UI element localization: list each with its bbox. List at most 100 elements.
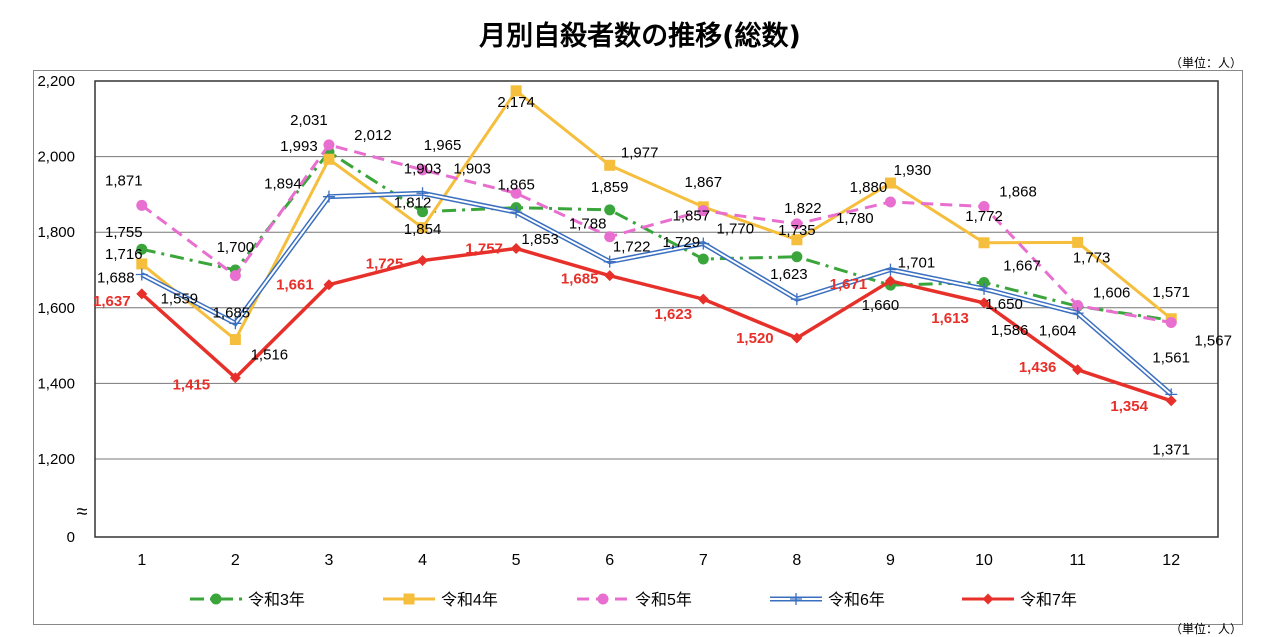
y-tick-label: 1,800: [37, 224, 75, 241]
data-label: 1,671: [830, 276, 868, 293]
data-label: 1,354: [1110, 398, 1148, 415]
data-label: 1,700: [217, 239, 255, 256]
data-point: [603, 255, 616, 268]
data-point: [791, 234, 803, 246]
data-label: 1,722: [613, 239, 651, 256]
y-tick-label: 2,000: [37, 149, 75, 166]
data-label: 1,780: [836, 210, 874, 227]
data-label: 1,701: [898, 255, 936, 272]
unit-label-bottom: （単位：人）: [1169, 622, 1242, 636]
chart-title: 月別自殺者数の推移(総数): [479, 21, 801, 52]
data-point: [210, 593, 222, 605]
legend-label: 令和4年: [441, 591, 498, 609]
data-point: [791, 332, 803, 344]
data-point: [1072, 236, 1084, 248]
series-line: [140, 88, 1173, 342]
data-point: [884, 275, 896, 287]
data-point: [229, 317, 242, 330]
data-label: 1,661: [276, 277, 314, 294]
data-label: 1,650: [985, 296, 1023, 313]
data-point: [136, 199, 148, 211]
data-label: 1,853: [521, 231, 559, 248]
data-point: [510, 85, 522, 97]
data-label: 1,685: [561, 271, 599, 288]
data-label: 1,867: [685, 174, 723, 191]
x-tick-label: 10: [975, 552, 993, 569]
data-label: 1,773: [1073, 249, 1111, 266]
chart-frame: [33, 70, 1243, 625]
data-point: [323, 153, 335, 165]
data-label: 1,859: [591, 179, 629, 196]
series-line: [140, 143, 1172, 325]
data-point: [136, 258, 148, 270]
data-point: [322, 190, 335, 203]
data-point: [790, 293, 803, 306]
data-label: 1,865: [497, 177, 535, 194]
x-tick-label: 4: [418, 552, 427, 569]
data-label: 1,415: [173, 377, 211, 394]
data-point: [604, 159, 616, 171]
data-point: [604, 270, 616, 282]
data-label: 1,903: [404, 160, 442, 177]
data-point: [697, 293, 709, 305]
data-label: 1,561: [1152, 350, 1190, 367]
legend-label: 令和5年: [635, 591, 692, 609]
data-label: 1,880: [850, 179, 888, 196]
data-label: 1,586: [991, 322, 1029, 339]
data-point: [135, 268, 148, 281]
x-tick-label: 3: [325, 552, 334, 569]
y-tick-label: 1,400: [37, 375, 75, 392]
data-point: [884, 177, 896, 189]
data-label: 1,604: [1039, 322, 1077, 339]
data-label: 1,623: [770, 266, 808, 283]
data-point: [229, 372, 241, 384]
data-label: 2,031: [290, 112, 328, 129]
data-point: [416, 187, 429, 200]
data-point: [323, 279, 335, 291]
x-tick-label: 5: [512, 552, 521, 569]
data-point: [604, 231, 616, 243]
data-label: 1,729: [663, 234, 701, 251]
data-point: [697, 237, 710, 250]
data-label: 1,755: [105, 224, 143, 241]
legend-label: 令和3年: [248, 591, 305, 609]
data-label: 1,903: [453, 160, 491, 177]
data-label: 1,770: [717, 221, 755, 238]
x-tick-label: 1: [137, 552, 146, 569]
data-point: [417, 164, 429, 176]
data-point: [417, 222, 429, 234]
x-tick-label: 12: [1162, 552, 1180, 569]
data-point: [229, 270, 241, 282]
series-line-inner: [141, 192, 1172, 396]
data-point: [1071, 307, 1084, 320]
data-label: 1,725: [366, 256, 404, 273]
data-point: [982, 593, 994, 605]
data-label: 1,857: [673, 208, 711, 225]
data-label: 1,567: [1194, 332, 1232, 349]
data-point: [884, 196, 896, 208]
data-label: 1,613: [931, 310, 969, 327]
data-point: [510, 206, 523, 219]
data-label: 1,977: [621, 144, 659, 161]
x-tick-label: 11: [1069, 552, 1086, 569]
legend-label: 令和6年: [828, 591, 885, 609]
data-point: [978, 237, 990, 249]
data-point: [417, 255, 429, 267]
data-label: 1,868: [999, 183, 1037, 200]
unit-label-top: （単位：人）: [1169, 56, 1242, 70]
data-label: 1,930: [894, 162, 932, 179]
data-point: [1072, 364, 1084, 376]
data-point: [1165, 317, 1177, 329]
y-tick-label: 1,600: [37, 300, 75, 317]
y-tick-label: 0: [67, 529, 75, 546]
data-label: 1,516: [251, 347, 289, 364]
data-label: 1,667: [1003, 257, 1041, 274]
x-tick-label: 8: [792, 552, 801, 569]
data-point: [510, 187, 522, 199]
data-label: 1,993: [280, 138, 318, 155]
data-label: 1,822: [784, 200, 822, 217]
x-tick-label: 6: [605, 552, 614, 569]
data-point: [136, 243, 148, 255]
data-point: [978, 282, 991, 295]
data-label: 1,520: [736, 330, 774, 347]
